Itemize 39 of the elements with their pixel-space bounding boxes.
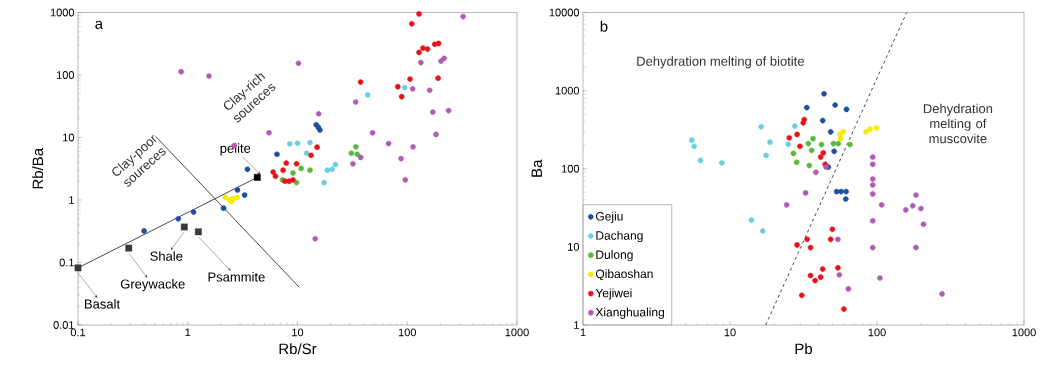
y-tick-label: 1 bbox=[69, 196, 74, 204]
chart-title: a bbox=[95, 20, 104, 29]
y-tick-label: 10000 bbox=[549, 8, 580, 17]
legend-label: Yejiwei bbox=[595, 288, 632, 300]
x-tick-label: 100 bbox=[398, 328, 416, 337]
x-tick-label: 1000 bbox=[1012, 328, 1036, 337]
annotation: Psammite bbox=[208, 272, 265, 282]
y-axis-title: Rb/Ba bbox=[32, 147, 44, 189]
legend-label: Dachang bbox=[596, 230, 643, 243]
y-tick-label: 1000 bbox=[555, 86, 580, 95]
x-tick-label: 100 bbox=[868, 328, 886, 337]
y-tick-label: 10 bbox=[63, 133, 75, 142]
annotation: Shale bbox=[150, 251, 183, 261]
annotation: Dehydration melting of biotite bbox=[637, 56, 804, 69]
x-axis-title: Rb/Sr bbox=[279, 343, 317, 355]
y-tick-label: 1 bbox=[574, 321, 579, 329]
x-axis-title: Pb bbox=[795, 343, 813, 355]
legend-label: Dulong bbox=[596, 250, 633, 262]
chart-title: b bbox=[600, 20, 608, 32]
x-tick-label: 10 bbox=[292, 328, 304, 337]
x-tick-label: 10 bbox=[724, 328, 736, 337]
y-tick-label: 1000 bbox=[50, 8, 75, 17]
x-tick-label: 1 bbox=[580, 328, 586, 337]
y-tick-label: 10 bbox=[568, 242, 580, 251]
annotation: pelite bbox=[220, 143, 251, 156]
x-tick-label: 0.1 bbox=[70, 328, 86, 337]
annotation: Basalt bbox=[85, 299, 120, 309]
y-axis-title: Ba bbox=[531, 159, 543, 177]
y-tick-label: 100 bbox=[561, 164, 580, 173]
annotation: Greywacke bbox=[120, 279, 185, 292]
annotation: Dehydration melting of muscovite bbox=[923, 103, 993, 144]
y-tick-label: 0.01 bbox=[53, 321, 74, 329]
y-tick-label: 0.1 bbox=[59, 258, 74, 267]
legend-label: Qibaoshan bbox=[595, 269, 653, 281]
x-tick-label: 1 bbox=[185, 328, 191, 337]
x-tick-label: 1000 bbox=[505, 328, 529, 337]
legend-label: Gejiu bbox=[595, 211, 623, 223]
y-tick-label: 100 bbox=[56, 71, 75, 79]
legend-label: Xianghualing bbox=[595, 307, 664, 319]
